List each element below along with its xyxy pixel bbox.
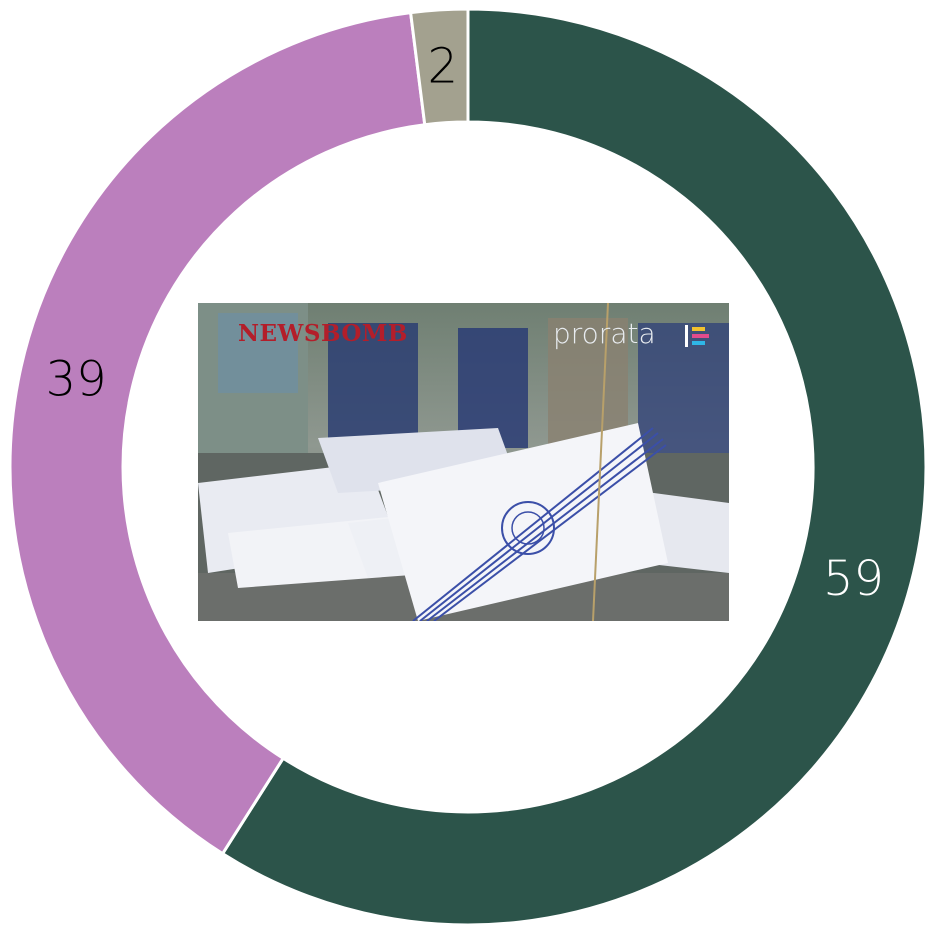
newsbomb-logo: NEWSBOMB [238,320,408,347]
donut-slice-0 [220,7,926,927]
slice-value-label-2: 2 [428,38,459,94]
ballot-envelopes-photo: NEWSBOMB prorata [198,303,729,621]
prorata-logo: prorata [553,317,656,350]
donut-slices [8,7,926,927]
donut-slice-2 [408,7,470,127]
prorata-bars-icon [685,325,709,347]
slice-labels: 59 39 2 [46,38,884,607]
ballot-photo-illustration: NEWSBOMB prorata [198,303,729,621]
slice-value-label-0: 59 [823,551,884,607]
donut-slice-1 [8,10,427,856]
slice-value-label-1: 39 [46,351,107,407]
